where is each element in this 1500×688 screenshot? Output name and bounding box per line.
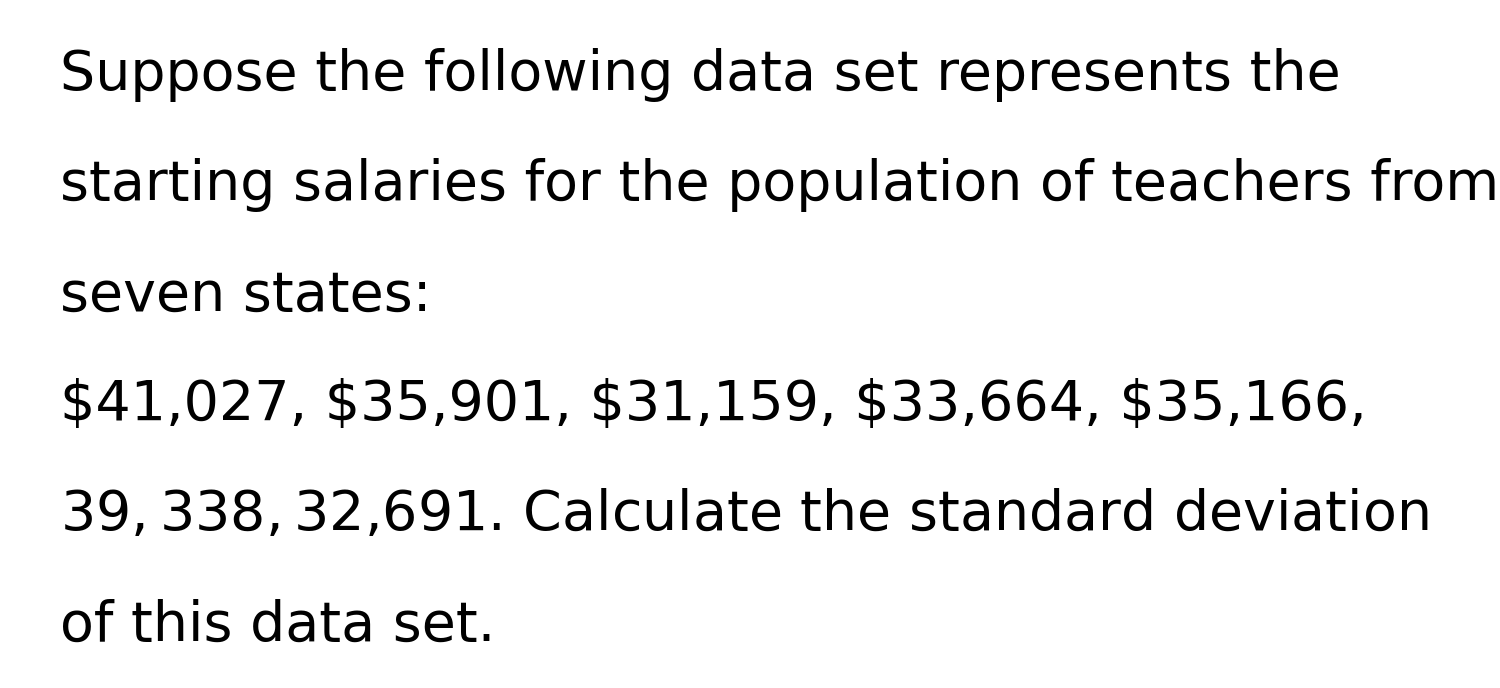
Text: $39,338, $32,691. Calculate the standard deviation: $39,338, $32,691. Calculate the standard… (60, 488, 1428, 542)
Text: $41,027, $35,901, $31,159, $33,664, $35,166,: $41,027, $35,901, $31,159, $33,664, $35,… (60, 378, 1366, 432)
Text: seven states:: seven states: (60, 268, 432, 322)
Text: Suppose the following data set represents the: Suppose the following data set represent… (60, 48, 1341, 102)
Text: of this data set.: of this data set. (60, 599, 495, 652)
Text: starting salaries for the population of teachers from: starting salaries for the population of … (60, 158, 1500, 212)
